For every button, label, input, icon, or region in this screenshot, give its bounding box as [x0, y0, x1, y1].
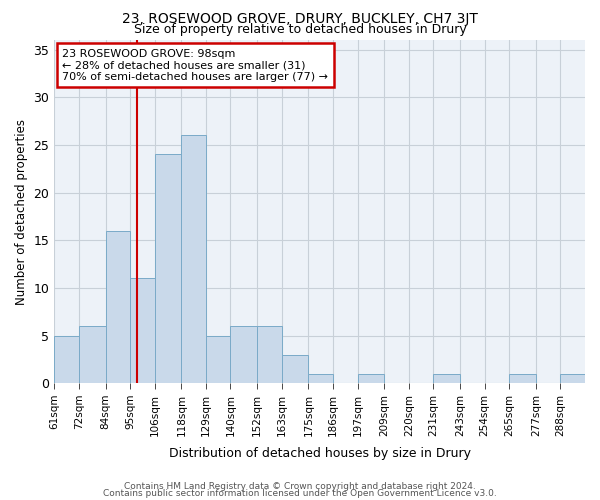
Bar: [308, 374, 333, 384]
X-axis label: Distribution of detached houses by size in Drury: Distribution of detached houses by size …: [169, 447, 470, 460]
Bar: [54, 336, 79, 384]
Text: 23 ROSEWOOD GROVE: 98sqm
← 28% of detached houses are smaller (31)
70% of semi-d: 23 ROSEWOOD GROVE: 98sqm ← 28% of detach…: [62, 48, 328, 82]
Bar: [230, 326, 257, 384]
Bar: [433, 374, 460, 384]
Bar: [155, 154, 181, 384]
Bar: [560, 374, 585, 384]
Y-axis label: Number of detached properties: Number of detached properties: [15, 118, 28, 304]
Bar: [257, 326, 282, 384]
Text: Contains HM Land Registry data © Crown copyright and database right 2024.: Contains HM Land Registry data © Crown c…: [124, 482, 476, 491]
Bar: [509, 374, 536, 384]
Bar: [130, 278, 155, 384]
Text: Size of property relative to detached houses in Drury: Size of property relative to detached ho…: [134, 22, 466, 36]
Bar: [79, 326, 106, 384]
Bar: [206, 336, 230, 384]
Bar: [181, 136, 206, 384]
Bar: [282, 354, 308, 384]
Bar: [106, 230, 130, 384]
Text: Contains public sector information licensed under the Open Government Licence v3: Contains public sector information licen…: [103, 490, 497, 498]
Text: 23, ROSEWOOD GROVE, DRURY, BUCKLEY, CH7 3JT: 23, ROSEWOOD GROVE, DRURY, BUCKLEY, CH7 …: [122, 12, 478, 26]
Bar: [358, 374, 385, 384]
